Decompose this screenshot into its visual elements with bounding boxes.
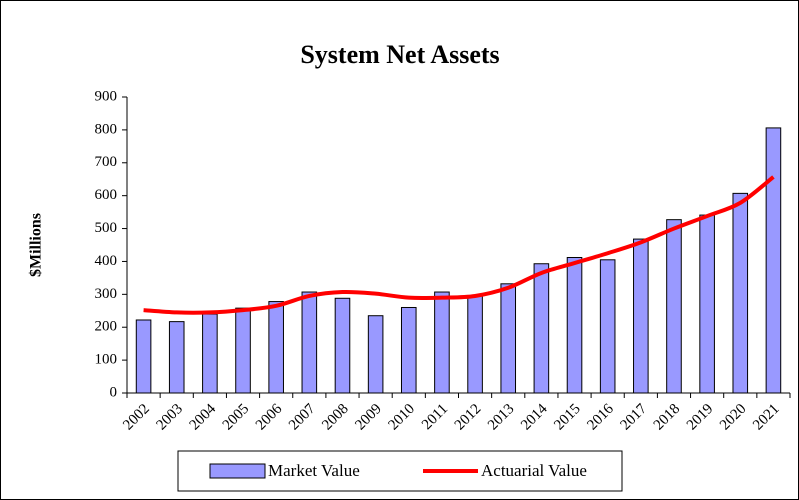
bar bbox=[202, 313, 218, 394]
bar bbox=[533, 263, 550, 394]
bar bbox=[367, 315, 384, 394]
bar bbox=[666, 219, 682, 394]
legend-swatch bbox=[209, 463, 266, 479]
bar bbox=[566, 256, 583, 394]
y-tick-label: 500 bbox=[95, 220, 118, 236]
line bbox=[143, 175, 775, 315]
bar bbox=[633, 238, 649, 394]
bar bbox=[500, 283, 517, 394]
y-tick-label: 900 bbox=[95, 88, 118, 104]
bar bbox=[467, 295, 483, 394]
y-tick-label: 0 bbox=[110, 384, 118, 400]
bar bbox=[135, 319, 152, 394]
y-tick-label: 200 bbox=[95, 319, 118, 335]
bar bbox=[235, 307, 251, 394]
bar bbox=[732, 192, 749, 394]
y-tick-label: 800 bbox=[95, 121, 118, 137]
y-axis-label: $Millions bbox=[28, 213, 45, 277]
y-tick-label: 600 bbox=[95, 187, 118, 203]
legend-label: Market Value bbox=[268, 461, 360, 480]
bar bbox=[434, 291, 450, 394]
bar bbox=[400, 306, 417, 394]
bar bbox=[268, 301, 284, 394]
chart-title: System Net Assets bbox=[300, 40, 499, 69]
bar bbox=[765, 127, 782, 394]
bar bbox=[301, 291, 318, 394]
y-tick-label: 300 bbox=[95, 286, 118, 302]
bar bbox=[334, 297, 351, 394]
bar bbox=[168, 321, 185, 394]
y-tick-label: 100 bbox=[95, 352, 118, 368]
bar bbox=[599, 259, 616, 394]
y-tick-label: 400 bbox=[95, 253, 118, 269]
legend-label: Actuarial Value bbox=[481, 461, 587, 480]
bar bbox=[699, 214, 715, 394]
y-tick-label: 700 bbox=[95, 154, 118, 170]
